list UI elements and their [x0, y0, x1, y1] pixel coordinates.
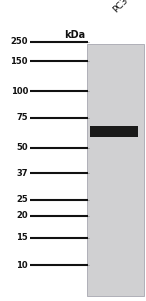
Text: 75: 75	[16, 113, 28, 123]
Text: 15: 15	[16, 234, 28, 243]
Text: kDa: kDa	[64, 30, 86, 40]
Text: 37: 37	[16, 169, 28, 178]
Text: 50: 50	[16, 144, 28, 153]
Text: 250: 250	[11, 38, 28, 46]
Bar	[90, 126, 138, 137]
Text: 25: 25	[16, 196, 28, 204]
Text: 10: 10	[16, 260, 28, 269]
Bar	[87, 44, 144, 296]
Text: 20: 20	[16, 212, 28, 221]
Text: 100: 100	[11, 86, 28, 95]
Text: 150: 150	[11, 57, 28, 66]
Text: PC3: PC3	[112, 0, 130, 14]
